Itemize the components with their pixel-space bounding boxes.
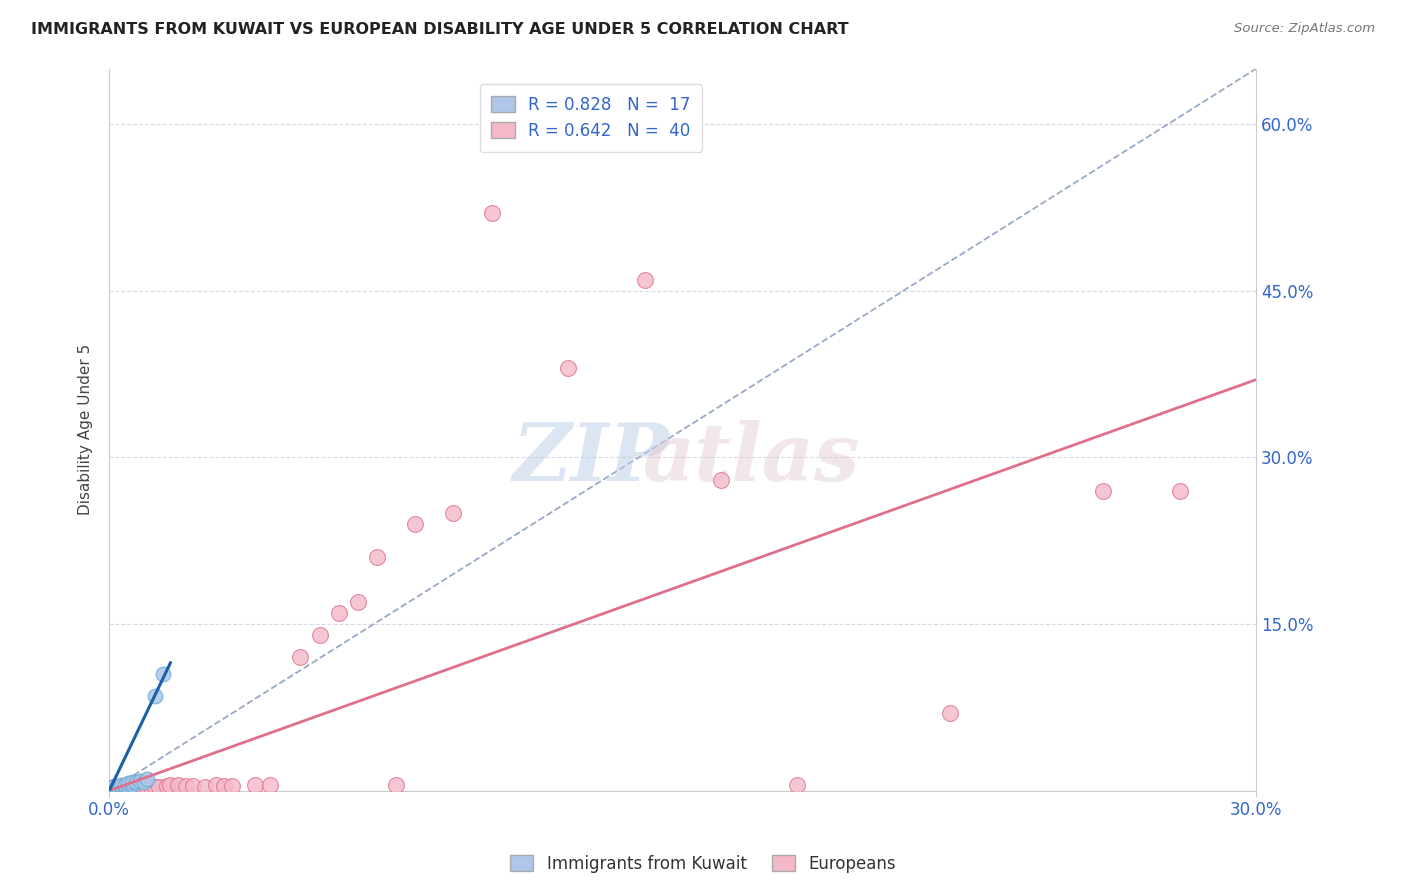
Text: ZIP: ZIP: [513, 420, 669, 497]
Point: [117, 780, 139, 795]
Point: [117, 779, 139, 793]
Point: [385, 778, 408, 792]
Point: [159, 778, 181, 792]
Point: [221, 779, 243, 793]
Point: [557, 361, 579, 376]
Y-axis label: Disability Age Under 5: Disability Age Under 5: [79, 344, 93, 516]
Point: [105, 780, 128, 795]
Point: [143, 780, 166, 795]
Point: [259, 778, 281, 792]
Text: atlas: atlas: [643, 420, 860, 497]
Point: [212, 779, 235, 793]
Point: [243, 778, 266, 792]
Point: [328, 606, 350, 620]
Point: [1168, 483, 1191, 498]
Point: [128, 780, 150, 795]
Text: Source: ZipAtlas.com: Source: ZipAtlas.com: [1234, 22, 1375, 36]
Point: [132, 780, 155, 795]
Point: [125, 774, 148, 789]
Point: [404, 516, 426, 531]
Point: [110, 780, 132, 795]
Point: [125, 780, 148, 795]
Point: [148, 780, 170, 795]
Legend: R = 0.828   N =  17, R = 0.642   N =  40: R = 0.828 N = 17, R = 0.642 N = 40: [479, 84, 702, 152]
Point: [308, 628, 330, 642]
Point: [105, 779, 128, 793]
Point: [174, 779, 197, 793]
Point: [481, 206, 503, 220]
Point: [101, 780, 124, 795]
Text: IMMIGRANTS FROM KUWAIT VS EUROPEAN DISABILITY AGE UNDER 5 CORRELATION CHART: IMMIGRANTS FROM KUWAIT VS EUROPEAN DISAB…: [31, 22, 849, 37]
Point: [710, 473, 733, 487]
Point: [121, 774, 143, 789]
Point: [114, 778, 136, 792]
Point: [136, 780, 159, 795]
Point: [366, 550, 388, 565]
Point: [121, 778, 143, 792]
Point: [205, 778, 228, 792]
Point: [110, 778, 132, 792]
Point: [114, 780, 136, 795]
Point: [441, 506, 464, 520]
Point: [117, 776, 139, 790]
Point: [194, 780, 217, 795]
Point: [101, 780, 124, 795]
Point: [290, 650, 312, 665]
Point: [128, 773, 150, 788]
Point: [121, 780, 143, 795]
Point: [167, 778, 190, 792]
Point: [152, 667, 174, 681]
Point: [132, 774, 155, 789]
Point: [114, 780, 136, 795]
Point: [141, 780, 163, 795]
Point: [143, 689, 166, 703]
Point: [786, 778, 808, 792]
Legend: Immigrants from Kuwait, Europeans: Immigrants from Kuwait, Europeans: [503, 848, 903, 880]
Point: [346, 595, 368, 609]
Point: [105, 781, 128, 796]
Point: [136, 772, 159, 787]
Point: [633, 272, 655, 286]
Point: [939, 706, 962, 720]
Point: [110, 781, 132, 796]
Point: [155, 779, 177, 793]
Point: [1092, 483, 1115, 498]
Point: [183, 779, 205, 793]
